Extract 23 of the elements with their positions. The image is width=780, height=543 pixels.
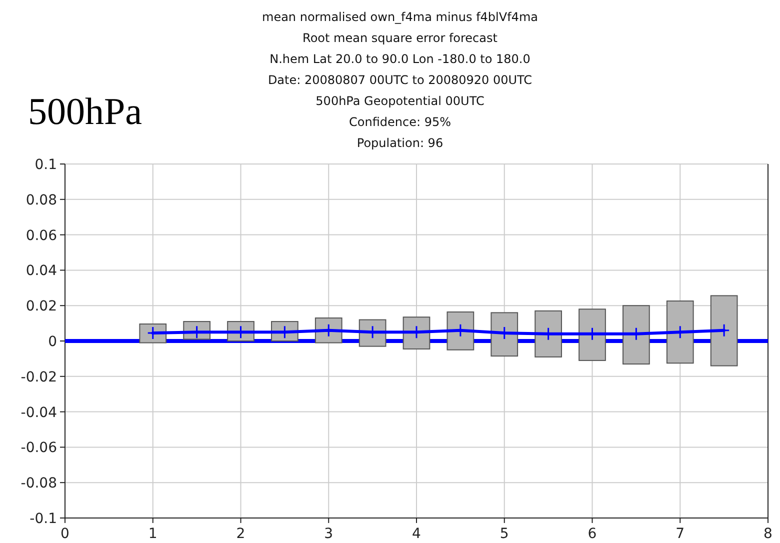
x-tick-label: 6 (588, 526, 597, 542)
y-tick-label: -0.1 (30, 511, 57, 527)
text: 500hPa (28, 91, 142, 133)
x-tick-label: 0 (60, 526, 70, 542)
x-tick-label: 1 (148, 526, 158, 542)
x-tick-label: 2 (236, 526, 246, 542)
x-tick-label: 8 (764, 526, 772, 542)
y-tick-label: -0.02 (20, 369, 57, 386)
x-tick-label: 4 (412, 526, 422, 542)
y-tick-label: 0.1 (34, 157, 57, 173)
y-tick-label: 0 (48, 334, 57, 350)
y-tick-label: 0.02 (26, 298, 57, 315)
x-tick-label: 5 (500, 526, 509, 542)
y-tick-label: -0.06 (20, 440, 58, 456)
y-tick-label: -0.08 (20, 476, 57, 492)
y-tick-label: 0.08 (26, 192, 57, 208)
y-tick-label: 0.06 (26, 228, 58, 244)
x-tick-label: 7 (676, 526, 685, 542)
x-tick-label: 3 (324, 526, 334, 542)
y-tick-label: 0.04 (26, 263, 58, 280)
chart-subtitle: Root mean square error forecast N.hem Lat 20.0 to 90.0 Lon -180.0 to 180.0 Date: 20080807 00UTC to 20080920 00UTC 500hPa Geopotential 00UTC Confidence: 95% Population: 96 (268, 31, 532, 150)
chart-title: mean normalised own_f4ma minus f4blVf4ma (262, 10, 538, 24)
y-tick-label: -0.04 (20, 404, 58, 421)
